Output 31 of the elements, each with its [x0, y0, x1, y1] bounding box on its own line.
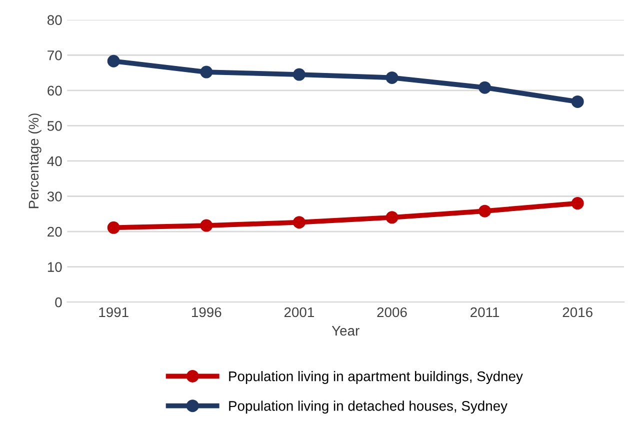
x-tick-label: 1996 — [192, 307, 222, 318]
x-tick-label: 1991 — [99, 307, 128, 318]
point — [478, 204, 492, 218]
y-tick-label: 80 — [47, 15, 62, 26]
point — [107, 54, 120, 68]
x-tick-label: 2016 — [562, 307, 592, 318]
y-tick-label: 30 — [47, 192, 62, 202]
x-axis-title: Year — [332, 326, 360, 336]
y-tick-label: 40 — [47, 156, 62, 166]
y-axis-title: Percentage (%) — [28, 114, 42, 208]
point — [107, 221, 120, 234]
point — [478, 81, 492, 94]
x-tick-label: 2011 — [470, 307, 500, 318]
point — [292, 68, 306, 81]
point — [386, 211, 398, 224]
point — [571, 197, 584, 210]
y-tick-label: 0 — [55, 297, 62, 308]
x-tick-label: 2001 — [284, 307, 314, 318]
legend-label: Population living in detached houses, Sydney — [229, 400, 508, 414]
y-tick-label: 20 — [48, 226, 62, 237]
point — [292, 216, 306, 229]
y-tick-label: 10 — [48, 262, 62, 272]
point — [571, 95, 584, 108]
legend-label: Population living in apartment buildings, Sydney — [229, 371, 523, 384]
point — [386, 71, 398, 84]
point — [200, 66, 213, 78]
y-tick-label: 50 — [47, 121, 62, 131]
y-tick-label: 60 — [48, 86, 62, 96]
x-tick-label: 2006 — [377, 307, 407, 318]
point — [200, 219, 213, 232]
y-tick-label: 70 — [48, 50, 62, 60]
